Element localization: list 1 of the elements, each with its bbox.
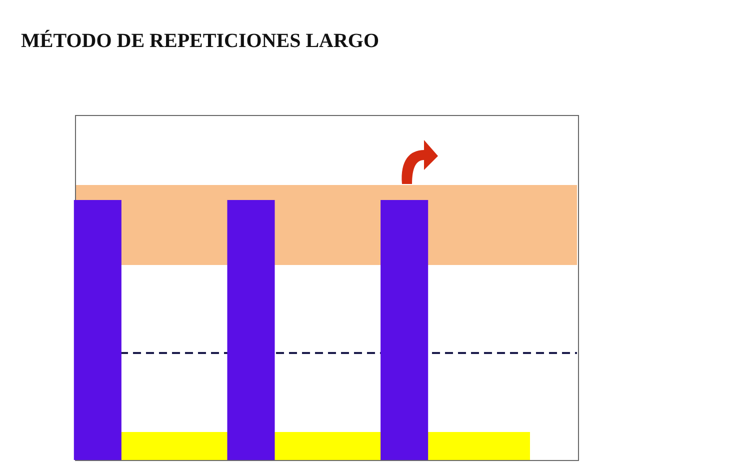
chart-title: MÉTODO DE REPETICIONES LARGO xyxy=(21,29,380,52)
